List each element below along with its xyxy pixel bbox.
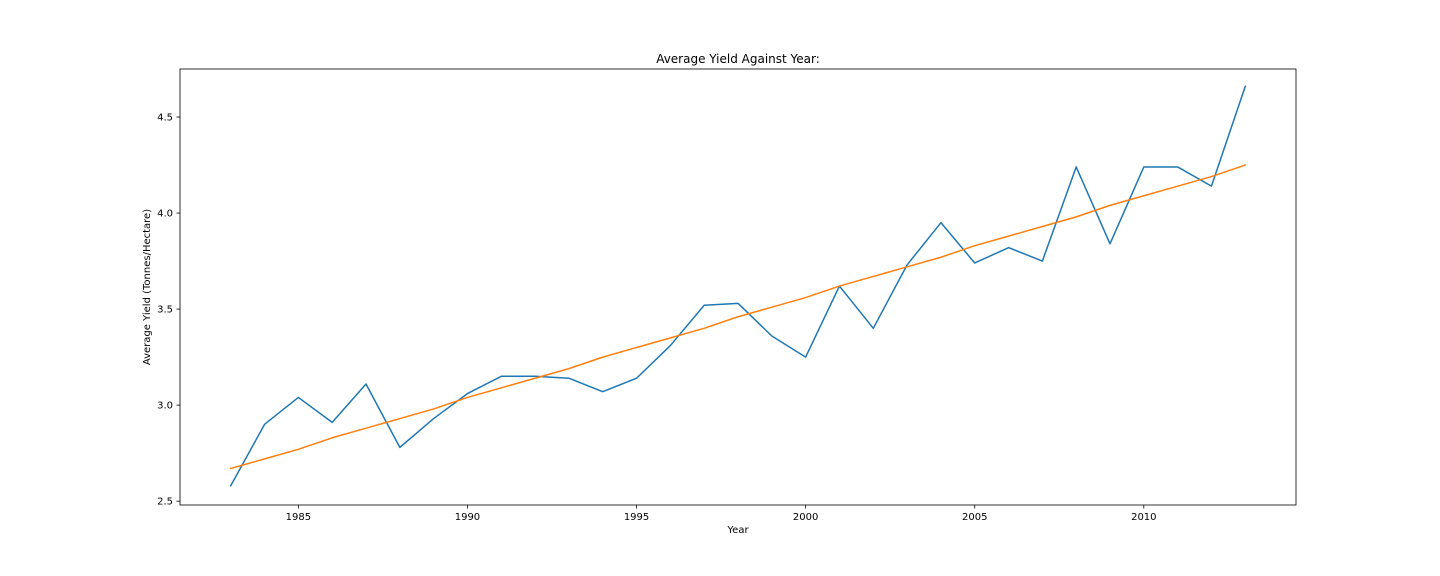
chart-title: Average Yield Against Year: bbox=[656, 52, 820, 66]
x-tick-label: 2010 bbox=[1131, 512, 1156, 523]
x-axis-label: Year bbox=[726, 525, 749, 536]
plot-frame bbox=[179, 68, 1297, 506]
x-tick-label: 2005 bbox=[962, 512, 987, 523]
y-tick-label: 2.5 bbox=[157, 497, 173, 508]
x-tick-label: 1990 bbox=[455, 512, 480, 523]
y-tick-label: 4.0 bbox=[157, 209, 173, 220]
x-tick-label: 2000 bbox=[793, 512, 818, 523]
plot-area: 1985 1990 1995 2000 2005 2010 2.5 3.0 3.5 4.0 4.5 bbox=[157, 68, 1297, 523]
series-line-2 bbox=[229, 164, 1247, 470]
x-tick-label: 1995 bbox=[624, 512, 649, 523]
y-axis-label: Average Yield (Tonnes/Hectare) bbox=[142, 209, 153, 365]
y-tick-label: 3.0 bbox=[157, 401, 173, 412]
x-tick-label: 1985 bbox=[286, 512, 311, 523]
series-line-1 bbox=[229, 85, 1247, 487]
y-tick-label: 4.5 bbox=[157, 113, 173, 124]
y-tick-label: 3.5 bbox=[157, 305, 173, 316]
